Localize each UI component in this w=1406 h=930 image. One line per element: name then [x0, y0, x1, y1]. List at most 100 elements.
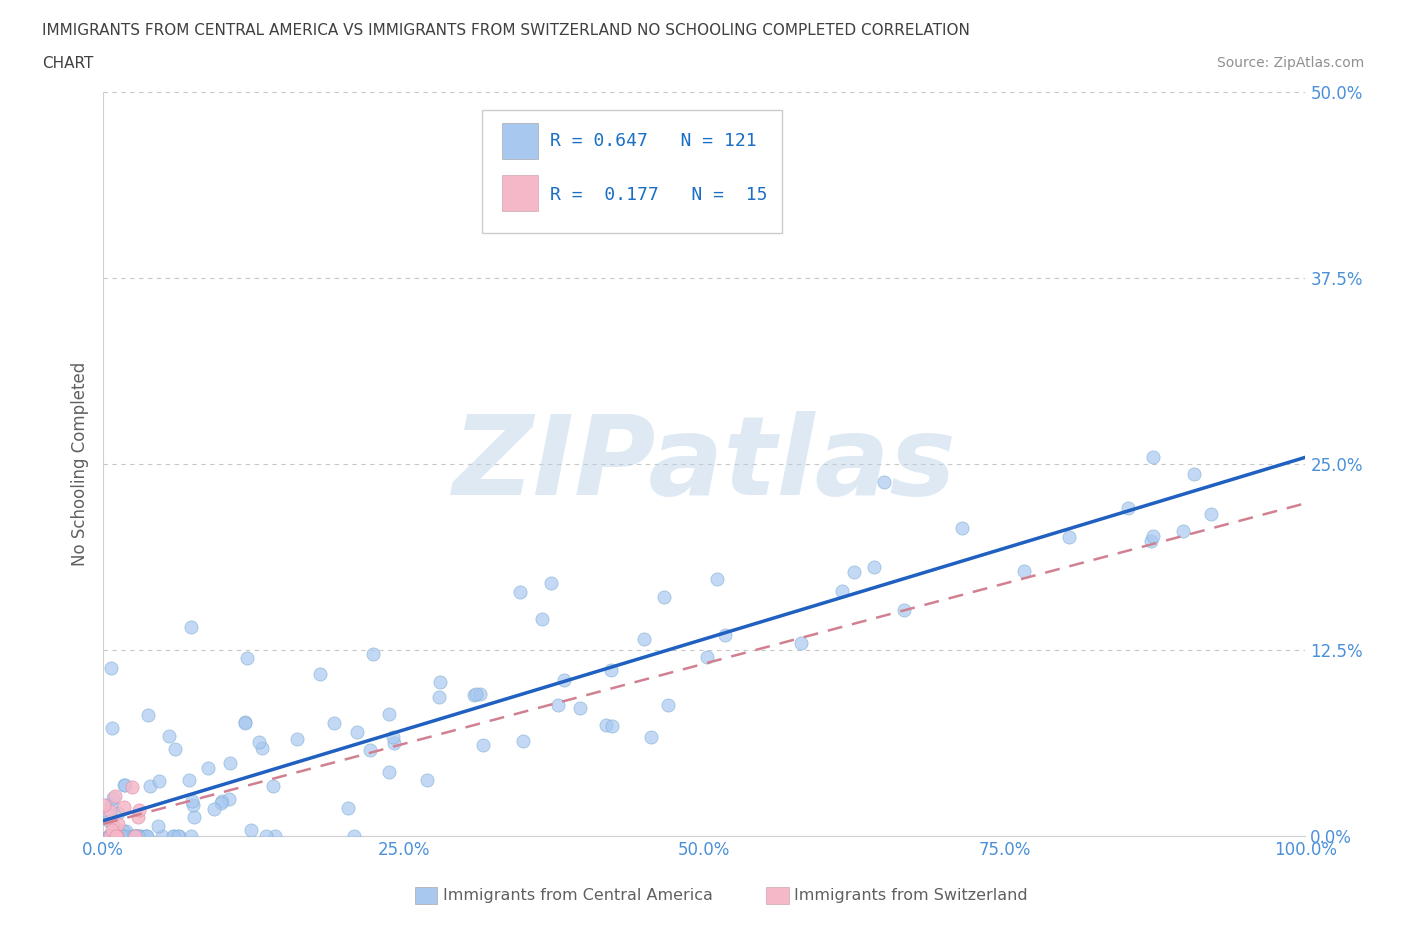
Point: [378, 707, 401, 722]
Point: [122, 829, 145, 844]
Point: [101, 823, 124, 838]
Point: [361, 646, 384, 661]
Point: [202, 802, 225, 817]
Point: [104, 829, 127, 844]
Point: [98, 829, 121, 844]
Point: [101, 720, 124, 735]
Point: [1140, 533, 1163, 548]
Point: [125, 829, 148, 844]
Point: [657, 698, 679, 712]
Point: [633, 631, 655, 646]
Point: [98, 829, 121, 844]
Point: [416, 772, 439, 787]
Point: [873, 474, 896, 489]
Point: [337, 800, 360, 815]
Point: [235, 651, 257, 666]
Point: [285, 731, 308, 746]
Point: [111, 829, 134, 844]
Point: [790, 636, 813, 651]
Point: [111, 829, 134, 844]
Point: [157, 728, 180, 743]
Point: [101, 817, 124, 831]
Point: [218, 756, 240, 771]
Point: [124, 829, 146, 844]
Point: [1182, 467, 1205, 482]
Point: [98, 814, 121, 829]
Text: R = 0.647   N = 121: R = 0.647 N = 121: [550, 132, 756, 150]
Point: [108, 829, 131, 844]
Point: [471, 737, 494, 752]
Point: [107, 805, 129, 820]
Point: [183, 809, 205, 824]
Point: [180, 829, 202, 844]
Point: [163, 741, 186, 756]
Point: [104, 788, 127, 803]
Point: [427, 689, 450, 704]
Text: Source: ZipAtlas.com: Source: ZipAtlas.com: [1216, 56, 1364, 70]
Y-axis label: No Schooling Completed: No Schooling Completed: [72, 362, 89, 566]
Point: [696, 650, 718, 665]
Point: [114, 777, 136, 792]
Point: [107, 829, 129, 844]
Point: [600, 718, 623, 733]
Point: [108, 829, 131, 844]
Point: [595, 717, 617, 732]
Point: [254, 829, 277, 844]
Point: [1116, 500, 1139, 515]
Text: IMMIGRANTS FROM CENTRAL AMERICA VS IMMIGRANTS FROM SWITZERLAND NO SCHOOLING COMP: IMMIGRANTS FROM CENTRAL AMERICA VS IMMIG…: [42, 23, 970, 38]
Text: R =  0.177   N =  15: R = 0.177 N = 15: [550, 185, 768, 204]
Point: [512, 733, 534, 748]
Point: [111, 823, 134, 838]
Point: [233, 715, 256, 730]
Point: [323, 716, 346, 731]
Point: [950, 520, 973, 535]
Point: [540, 576, 562, 591]
Point: [101, 790, 124, 805]
Point: [127, 809, 149, 824]
FancyBboxPatch shape: [502, 175, 538, 211]
Text: ZIPatlas: ZIPatlas: [453, 410, 956, 517]
Point: [180, 619, 202, 634]
FancyBboxPatch shape: [482, 111, 782, 233]
Point: [136, 707, 159, 722]
Point: [381, 730, 404, 745]
Point: [100, 797, 122, 812]
Point: [547, 698, 569, 713]
Point: [98, 829, 121, 844]
Point: [105, 829, 128, 844]
Point: [146, 818, 169, 833]
Point: [209, 795, 232, 810]
Text: Immigrants from Switzerland: Immigrants from Switzerland: [794, 888, 1028, 903]
Point: [121, 780, 143, 795]
Point: [125, 829, 148, 844]
Point: [100, 829, 122, 844]
Point: [382, 736, 405, 751]
Point: [308, 667, 330, 682]
Text: CHART: CHART: [42, 56, 94, 71]
Point: [247, 735, 270, 750]
Point: [127, 829, 149, 844]
Point: [531, 612, 554, 627]
Point: [470, 686, 492, 701]
Point: [1057, 530, 1080, 545]
Point: [121, 829, 143, 844]
Point: [240, 823, 263, 838]
Point: [127, 829, 149, 844]
Point: [346, 724, 368, 739]
Point: [831, 584, 853, 599]
Point: [100, 660, 122, 675]
Point: [1173, 524, 1195, 538]
Point: [264, 829, 287, 844]
Point: [250, 740, 273, 755]
Point: [167, 829, 190, 844]
Point: [136, 829, 159, 844]
Point: [359, 742, 381, 757]
Point: [107, 817, 129, 831]
Point: [180, 793, 202, 808]
Point: [714, 628, 737, 643]
Point: [378, 765, 401, 780]
Point: [842, 565, 865, 579]
Point: [181, 798, 204, 813]
Point: [128, 829, 150, 844]
Point: [600, 662, 623, 677]
